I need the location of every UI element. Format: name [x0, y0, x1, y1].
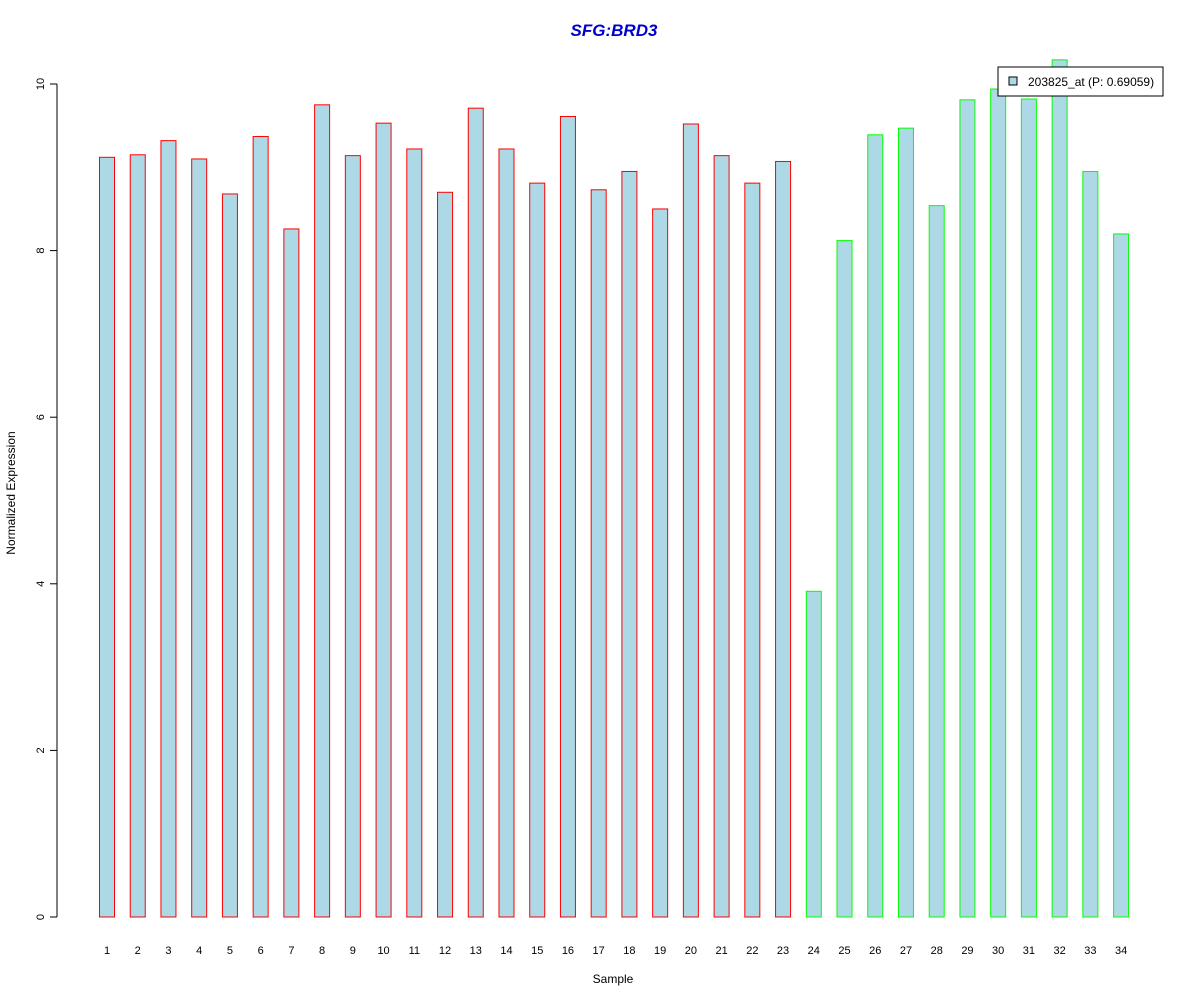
x-tick-label: 10 [377, 945, 389, 957]
x-tick-label: 12 [439, 945, 451, 957]
bar [191, 158, 208, 918]
bar [529, 182, 546, 918]
legend-swatch [1008, 76, 1018, 86]
bar [1113, 233, 1130, 918]
bar [867, 134, 884, 918]
y-tick-label: 10 [35, 78, 47, 90]
bar [682, 123, 699, 918]
y-tick-label: 8 [35, 248, 47, 254]
bar [713, 155, 730, 918]
x-tick-label: 32 [1054, 945, 1066, 957]
x-tick-label: 20 [685, 945, 697, 957]
legend: 203825_at (P: 0.69059) [997, 66, 1164, 97]
x-tick-label: 31 [1023, 945, 1035, 957]
x-tick-label: 15 [531, 945, 543, 957]
bar [221, 193, 238, 918]
x-tick-label: 1 [104, 945, 110, 957]
bar [990, 88, 1007, 918]
x-tick-labels: 1 2 3 4 5 6 7 8 9 10 11 12 13 14 15 16 17 18 19 20 21 22 23 24 2… [104, 945, 1127, 957]
legend-box [997, 66, 1164, 97]
bar [314, 104, 331, 918]
bar [959, 99, 976, 918]
x-tick-label: 3 [165, 945, 171, 957]
x-tick-label: 23 [777, 945, 789, 957]
bar [252, 135, 269, 918]
x-tick-label: 30 [992, 945, 1004, 957]
x-axis-label: Sample [593, 972, 634, 986]
bar [99, 156, 115, 918]
x-tick-label: 2 [135, 945, 141, 957]
y-axis: 0 2 4 6 8 10 [35, 78, 58, 920]
legend-label: 203825_at (P: 0.69059) [1028, 75, 1154, 89]
x-tick-label: 24 [808, 945, 820, 957]
bar [621, 170, 638, 918]
bar [836, 240, 853, 918]
bar [775, 160, 792, 918]
x-tick-label: 7 [288, 945, 294, 957]
x-tick-label: 16 [562, 945, 574, 957]
bar [1082, 170, 1099, 918]
bar [1020, 98, 1037, 918]
y-axis-label: Normalized Expression [4, 431, 18, 554]
bar [559, 115, 576, 918]
bar [283, 228, 300, 918]
y-tick-label: 4 [35, 581, 47, 587]
bar [652, 208, 669, 918]
bar [375, 122, 392, 918]
x-tick-label: 9 [350, 945, 356, 957]
x-tick-label: 27 [900, 945, 912, 957]
x-tick-label: 6 [258, 945, 264, 957]
x-tick-label: 28 [931, 945, 943, 957]
bar [344, 155, 361, 918]
bar [590, 189, 607, 918]
bar [129, 154, 146, 918]
x-tick-label: 18 [623, 945, 635, 957]
x-tick-label: 8 [319, 945, 325, 957]
x-tick-label: 21 [715, 945, 727, 957]
x-tick-label: 22 [746, 945, 758, 957]
x-tick-label: 25 [838, 945, 850, 957]
x-tick-label: 34 [1115, 945, 1127, 957]
bar [805, 590, 822, 918]
bar [1051, 59, 1068, 918]
y-tick-label: 6 [35, 414, 47, 420]
x-tick-label: 33 [1084, 945, 1096, 957]
bar [467, 107, 484, 918]
x-tick-label: 13 [470, 945, 482, 957]
bar [437, 191, 454, 918]
x-tick-label: 4 [196, 945, 202, 957]
bar [160, 140, 177, 918]
y-tick-label: 0 [35, 914, 47, 920]
y-tick-label: 2 [35, 747, 47, 753]
x-tick-label: 11 [409, 945, 420, 957]
bar [744, 182, 761, 918]
x-tick-label: 5 [227, 945, 233, 957]
bar [928, 205, 945, 918]
x-tick-label: 29 [961, 945, 973, 957]
x-tick-label: 26 [869, 945, 881, 957]
bar [406, 148, 423, 918]
x-tick-label: 14 [500, 945, 512, 957]
bar [498, 148, 515, 918]
x-tick-label: 19 [654, 945, 666, 957]
x-tick-label: 17 [593, 945, 605, 957]
bar [897, 127, 914, 918]
chart-title: SFG:BRD3 [571, 21, 658, 40]
bars-group [99, 59, 1130, 918]
